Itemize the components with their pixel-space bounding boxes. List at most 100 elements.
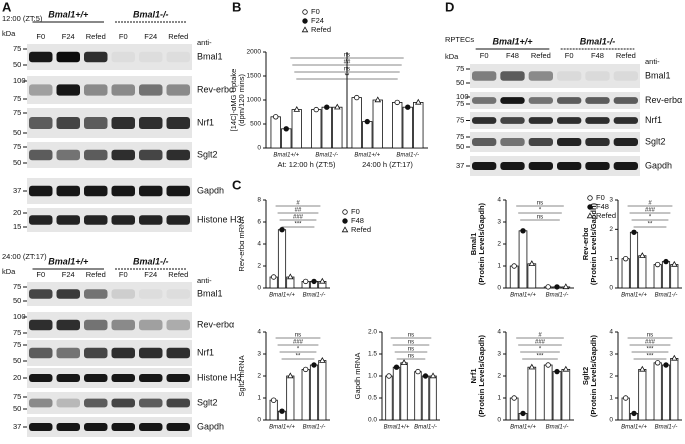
- category-label: Bmal1-/-: [303, 293, 326, 299]
- y-tick-label: 2: [257, 373, 261, 380]
- blot-row-label: Gapdh: [197, 185, 224, 195]
- data-point: [293, 105, 301, 112]
- kda-label: kDa: [445, 52, 459, 61]
- data-point: [622, 255, 629, 262]
- data-point: [333, 103, 341, 110]
- data-point: [520, 228, 526, 234]
- legend-marker: [302, 18, 308, 24]
- bar: [629, 231, 639, 289]
- data-point: [405, 104, 411, 110]
- blot-band: [557, 138, 582, 146]
- blot-strip: [27, 76, 192, 104]
- legend-label: F0: [311, 7, 320, 16]
- data-point: [631, 410, 637, 417]
- y-axis-label: Sglt2: [581, 367, 590, 385]
- bar: [670, 357, 679, 421]
- blot-row-label: Gapdh: [197, 421, 224, 431]
- sig-label: **: [296, 354, 301, 360]
- blot-band: [139, 319, 163, 331]
- bar: [543, 364, 553, 421]
- kda-marker: 75: [456, 115, 464, 124]
- kda-marker: 75: [13, 44, 21, 53]
- kda-marker: 75: [13, 392, 21, 401]
- panel-label: C: [232, 177, 242, 192]
- blot-band: [139, 149, 163, 161]
- sig-label: ns: [408, 347, 414, 353]
- kda-marker: 100: [13, 76, 26, 85]
- kda-label: kDa: [2, 267, 16, 276]
- y-tick-label: 0.5: [368, 395, 377, 402]
- data-point: [313, 106, 319, 113]
- legend-marker: [341, 226, 349, 233]
- data-point: [671, 260, 678, 267]
- data-point: [511, 395, 517, 401]
- kda-label: kDa: [2, 29, 16, 38]
- bar: [281, 128, 292, 149]
- blot-band: [557, 117, 582, 124]
- data-point: [562, 283, 570, 290]
- sig-label: ***: [536, 354, 544, 360]
- sig-label: *: [297, 347, 300, 353]
- blot-band: [84, 117, 108, 129]
- blot-band: [166, 117, 190, 129]
- blot-row-label: Bmal1: [197, 51, 223, 61]
- bar: [638, 255, 647, 289]
- genotype-header: Bmal1-/-: [580, 36, 616, 46]
- sig-label: ns: [344, 67, 350, 73]
- lane-label: F0: [565, 51, 574, 60]
- y-axis-label: Sglt2 mRNA: [237, 355, 246, 396]
- bar: [351, 97, 362, 149]
- legend-label: F48: [351, 216, 364, 225]
- blot-band: [84, 149, 108, 161]
- data-point: [528, 260, 536, 266]
- data-point: [631, 229, 637, 235]
- bar: [413, 102, 424, 149]
- y-tick-label: 2: [497, 241, 501, 248]
- legend-marker: [586, 212, 594, 219]
- legend-label: F48: [596, 202, 609, 211]
- blot-strip: [27, 368, 192, 388]
- y-axis-label: Gapdh mRNA: [353, 353, 362, 400]
- sig-label: ns: [408, 333, 414, 339]
- kda-marker: 75: [13, 94, 21, 103]
- y-tick-label: 4: [497, 197, 501, 204]
- blot-band: [111, 289, 135, 299]
- blot-band: [29, 319, 53, 331]
- legend-marker: [302, 9, 308, 15]
- category-label: Bmal1-/-: [655, 293, 678, 299]
- kda-marker: 37: [13, 422, 21, 431]
- legend-label: F24: [311, 16, 324, 25]
- category-label: Bmal1+/+: [269, 293, 295, 299]
- y-tick-label: 3: [497, 219, 501, 226]
- y-tick-label: 2000: [247, 49, 262, 56]
- data-point: [671, 354, 678, 361]
- y-tick-label: 1.5: [368, 351, 377, 358]
- kda-marker: 50: [13, 60, 21, 69]
- blot-row-label: Histone H3: [197, 214, 242, 224]
- bar: [372, 99, 383, 149]
- blot-band: [557, 162, 582, 170]
- blot-band: [139, 185, 163, 197]
- blot-band: [528, 97, 553, 104]
- sig-label: ns: [408, 340, 414, 346]
- data-point: [545, 362, 551, 368]
- bar: [527, 263, 537, 289]
- blot-band: [29, 84, 53, 96]
- blot-band: [613, 117, 638, 124]
- blot-band: [56, 423, 80, 431]
- blot-band: [84, 319, 108, 331]
- kda-marker: 75: [13, 282, 21, 291]
- blot-band: [585, 71, 610, 81]
- blot-row-label: Bmal1: [645, 70, 671, 80]
- bar: [400, 362, 408, 421]
- legend-marker: [342, 209, 348, 215]
- data-point: [511, 263, 517, 269]
- blot-row-label: Nrf1: [197, 117, 214, 127]
- blot-band: [166, 215, 190, 225]
- blot-band: [56, 319, 80, 331]
- blot-band: [472, 71, 497, 81]
- bar: [653, 264, 662, 289]
- blot-band: [111, 423, 135, 431]
- blot-band: [557, 71, 582, 81]
